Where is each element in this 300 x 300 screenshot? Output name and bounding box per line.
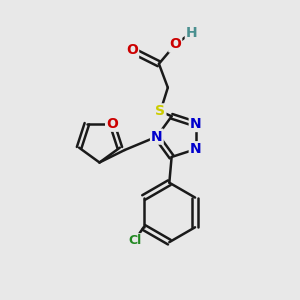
Text: O: O (169, 38, 181, 52)
Text: Cl: Cl (128, 234, 141, 247)
Text: N: N (190, 142, 201, 156)
Text: O: O (126, 44, 138, 57)
Text: H: H (186, 26, 197, 40)
Text: S: S (155, 104, 165, 118)
Text: N: N (190, 117, 201, 131)
Text: O: O (106, 117, 118, 131)
Text: N: N (151, 130, 163, 144)
